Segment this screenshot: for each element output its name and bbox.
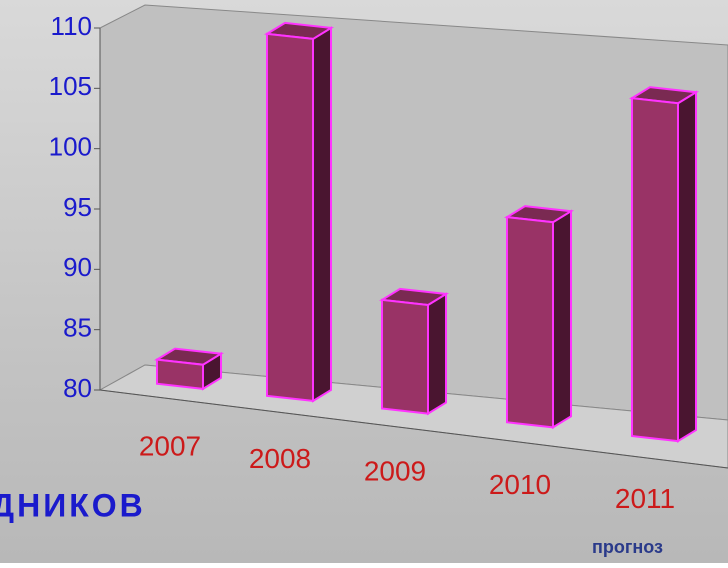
bar-front [382,300,428,414]
bar-front [507,217,553,427]
bar [267,23,331,401]
annotation: прогноз [592,537,663,557]
y-tick-label: 90 [63,252,92,282]
title: УДНИКОВ [0,487,146,523]
bar [157,349,221,389]
bar-side [553,211,571,427]
x-tick-label: 2007 [139,431,201,462]
x-tick-label: 2011 [615,483,675,514]
y-tick-label: 110 [51,11,92,41]
x-tick-label: 2010 [489,469,551,500]
bar-side [428,294,446,414]
bar-front [632,98,678,441]
bar-front [267,34,313,401]
y-tick-label: 85 [63,313,92,343]
y-tick-label: 80 [63,373,92,403]
y-tick-label: 100 [49,132,92,162]
x-tick-label: 2008 [249,443,311,474]
x-tick-label: 2009 [364,455,426,486]
bar-side [313,28,331,401]
y-tick-label: 95 [63,192,92,222]
bar-side [678,92,696,441]
bar [382,289,446,414]
y-tick-label: 105 [49,71,92,101]
bar [507,206,571,427]
bar [632,87,696,441]
bar-front [157,360,203,389]
chart: 80 85 90 95 100 105 110 2007 2008 2009 2010 2011 УД… [0,0,728,563]
